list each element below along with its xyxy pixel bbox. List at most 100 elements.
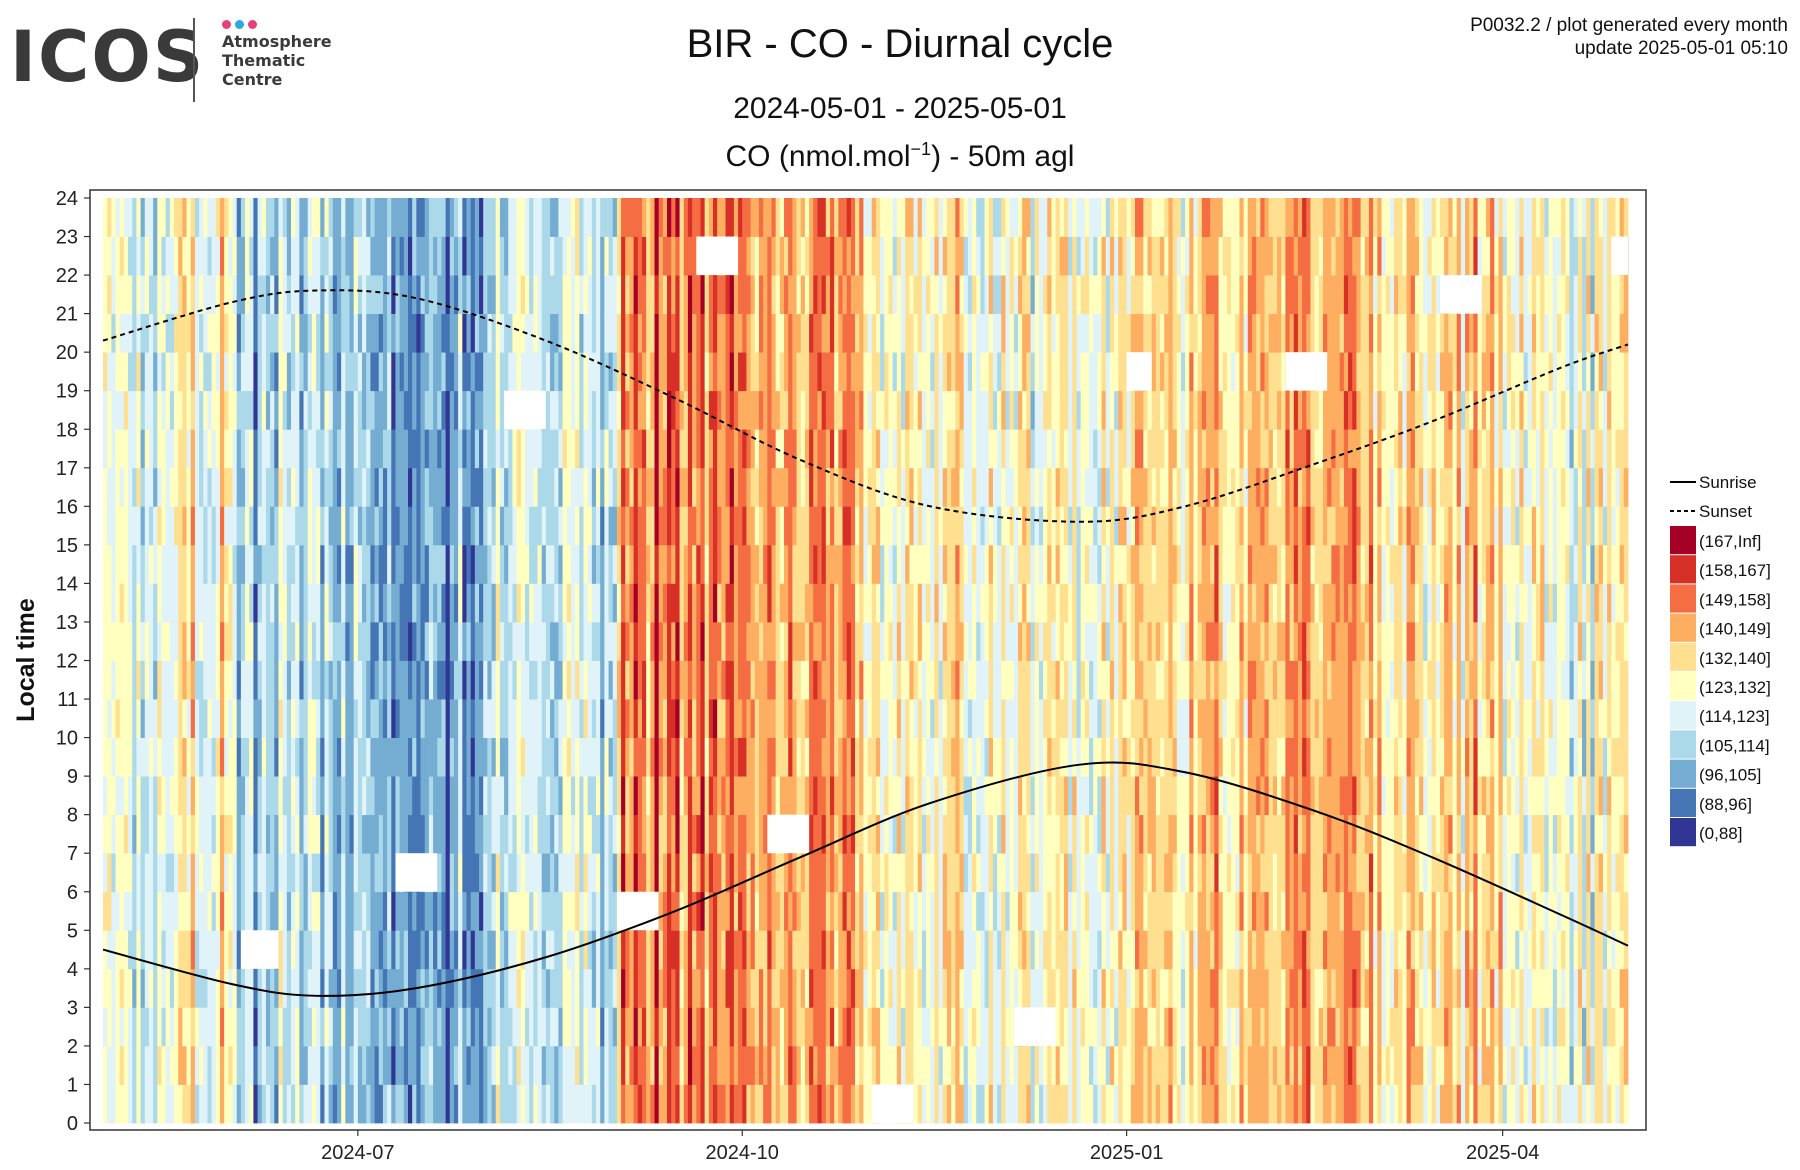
heatmap-cell	[462, 352, 467, 392]
heatmap-cell	[299, 467, 304, 507]
heatmap-cell	[353, 313, 359, 353]
heatmap-cell	[148, 1045, 154, 1085]
heatmap-cell	[336, 313, 342, 353]
heatmap-cell	[420, 198, 426, 237]
heatmap-cell	[942, 776, 948, 816]
heatmap-cell	[813, 621, 818, 661]
heatmap-cell	[240, 313, 246, 353]
heatmap-cell	[458, 275, 463, 315]
heatmap-cell	[265, 506, 271, 546]
heatmap-cell	[600, 621, 605, 661]
heatmap-cell	[537, 467, 543, 507]
heatmap-cell	[462, 275, 467, 315]
heatmap-cell	[240, 776, 246, 816]
heatmap-cell	[232, 544, 238, 584]
heatmap-cell	[863, 506, 868, 546]
heatmap-cell	[136, 968, 141, 1008]
heatmap-cell	[633, 621, 639, 661]
heatmap-cell	[479, 1045, 484, 1085]
heatmap-cell	[128, 1045, 133, 1085]
heatmap-cell	[604, 968, 609, 1008]
heatmap-cell	[913, 699, 919, 738]
heatmap-cell	[842, 1084, 848, 1124]
heatmap-cell	[579, 621, 584, 661]
heatmap-cell	[654, 1045, 660, 1085]
heatmap-cell	[224, 506, 229, 546]
heatmap-cell	[228, 390, 233, 430]
heatmap-cell	[395, 660, 401, 700]
heatmap-cell	[687, 699, 693, 738]
heatmap-cell	[336, 390, 342, 430]
heatmap-cell	[249, 814, 254, 854]
heatmap-cell	[779, 352, 785, 392]
heatmap-cell	[161, 467, 167, 507]
heatmap-cell	[153, 236, 158, 276]
heatmap-cell	[253, 737, 258, 777]
heatmap-cell	[713, 198, 718, 237]
heatmap-cell	[550, 853, 555, 893]
heatmap-cell	[545, 275, 551, 315]
heatmap-cell	[357, 621, 363, 661]
heatmap-cell	[215, 275, 221, 315]
heatmap-cell	[428, 236, 434, 276]
heatmap-cell	[441, 352, 446, 392]
heatmap-cell	[228, 313, 233, 353]
heatmap-cell	[374, 1007, 380, 1047]
heatmap-cell	[570, 275, 576, 315]
heatmap-cell	[458, 814, 463, 854]
heatmap-cell	[199, 1007, 204, 1047]
heatmap-cell	[349, 891, 355, 931]
heatmap-cell	[926, 429, 931, 469]
heatmap-cell	[863, 467, 868, 507]
heatmap-cell	[353, 814, 359, 854]
heatmap-cell	[399, 660, 405, 700]
heatmap-cell	[203, 891, 208, 931]
heatmap-cell	[750, 853, 756, 893]
heatmap-cell	[286, 621, 292, 661]
heatmap-cell	[537, 236, 543, 276]
heatmap-cell	[804, 930, 810, 970]
heatmap-cell	[771, 1007, 777, 1047]
heatmap-cell	[842, 275, 848, 315]
heatmap-cell	[809, 1045, 814, 1085]
heatmap-cell	[219, 699, 225, 738]
heatmap-cell	[813, 814, 818, 854]
heatmap-cell	[809, 236, 814, 276]
heatmap-cell	[161, 968, 167, 1008]
heatmap-cell	[804, 429, 810, 469]
heatmap-cell	[391, 660, 396, 700]
heatmap-cell	[850, 429, 856, 469]
heatmap-cell	[692, 236, 697, 276]
heatmap-cell	[550, 390, 555, 430]
heatmap-cell	[813, 891, 818, 931]
heatmap-cell	[282, 583, 288, 623]
heatmap-cell	[725, 429, 731, 469]
heatmap-cell	[416, 198, 421, 237]
heatmap-cell	[282, 313, 288, 353]
heatmap-cell	[901, 429, 906, 469]
heatmap-cell	[909, 583, 914, 623]
heatmap-cell	[211, 275, 217, 315]
heatmap-cell	[453, 236, 459, 276]
heatmap-cell	[892, 660, 898, 700]
heatmap-cell	[612, 544, 618, 584]
heatmap-cell	[479, 236, 484, 276]
heatmap-cell	[453, 1007, 459, 1047]
heatmap-cell	[562, 853, 568, 893]
heatmap-cell	[650, 853, 655, 893]
heatmap-cell	[508, 660, 513, 700]
heatmap-cell	[788, 429, 793, 469]
heatmap-cell	[516, 930, 522, 970]
heatmap-cell	[938, 544, 944, 584]
heatmap-cell	[295, 968, 300, 1008]
heatmap-cell	[658, 621, 664, 661]
heatmap-cell	[867, 236, 873, 276]
heatmap-cell	[892, 583, 898, 623]
heatmap-cell	[119, 198, 125, 237]
heatmap-cell	[817, 699, 823, 738]
update-timestamp: update 2025-05-01 05:10	[1574, 38, 1788, 59]
heatmap-cell	[846, 275, 852, 315]
heatmap-cell	[821, 583, 827, 623]
heatmap-cell	[708, 660, 714, 700]
heatmap-cell	[265, 583, 271, 623]
